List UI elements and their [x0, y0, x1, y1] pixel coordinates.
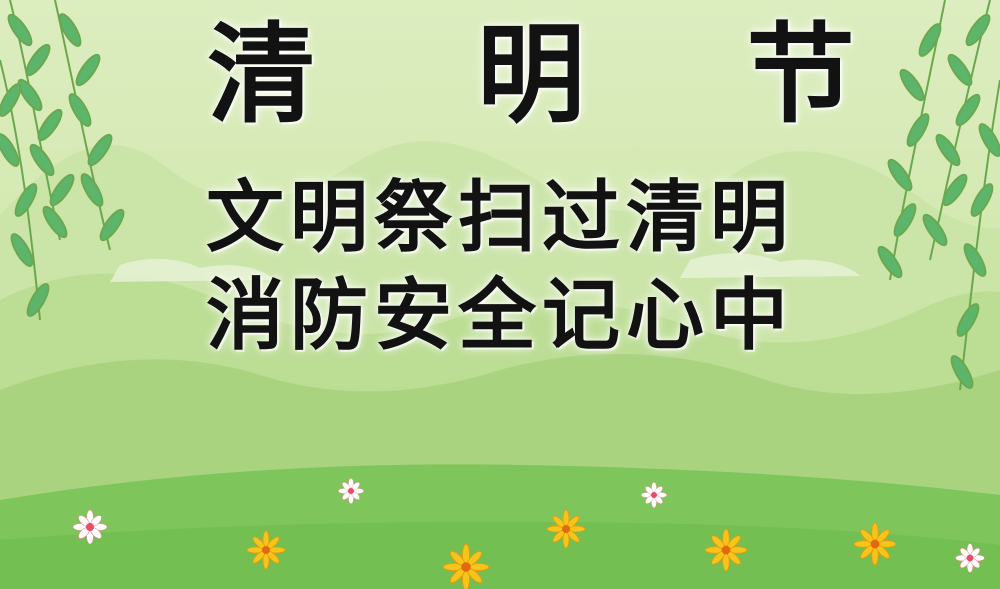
mist-cloud-left [110, 258, 275, 282]
yellow-flower-icon [246, 530, 286, 570]
poster-title: 清 明 节 [207, 12, 917, 138]
yellow-flower-icon [704, 528, 748, 572]
yellow-flower-icon [853, 522, 897, 566]
daisy-flower-icon [955, 543, 985, 573]
willow-branch-icon [877, 0, 1000, 391]
daisy-flower-icon [641, 482, 667, 508]
willow-branch-icon [0, 0, 125, 321]
slogan-line-1: 文明祭扫过清明 [205, 173, 794, 263]
slogan-line-2: 消防安全记心中 [205, 271, 794, 361]
daisy-flower-icon [338, 478, 364, 504]
daisy-flower-icon [72, 509, 108, 545]
yellow-flower-icon [546, 509, 586, 549]
mist-cloud-right [680, 253, 860, 278]
yellow-flower-icon [442, 543, 490, 589]
meadow-front [0, 521, 1000, 589]
